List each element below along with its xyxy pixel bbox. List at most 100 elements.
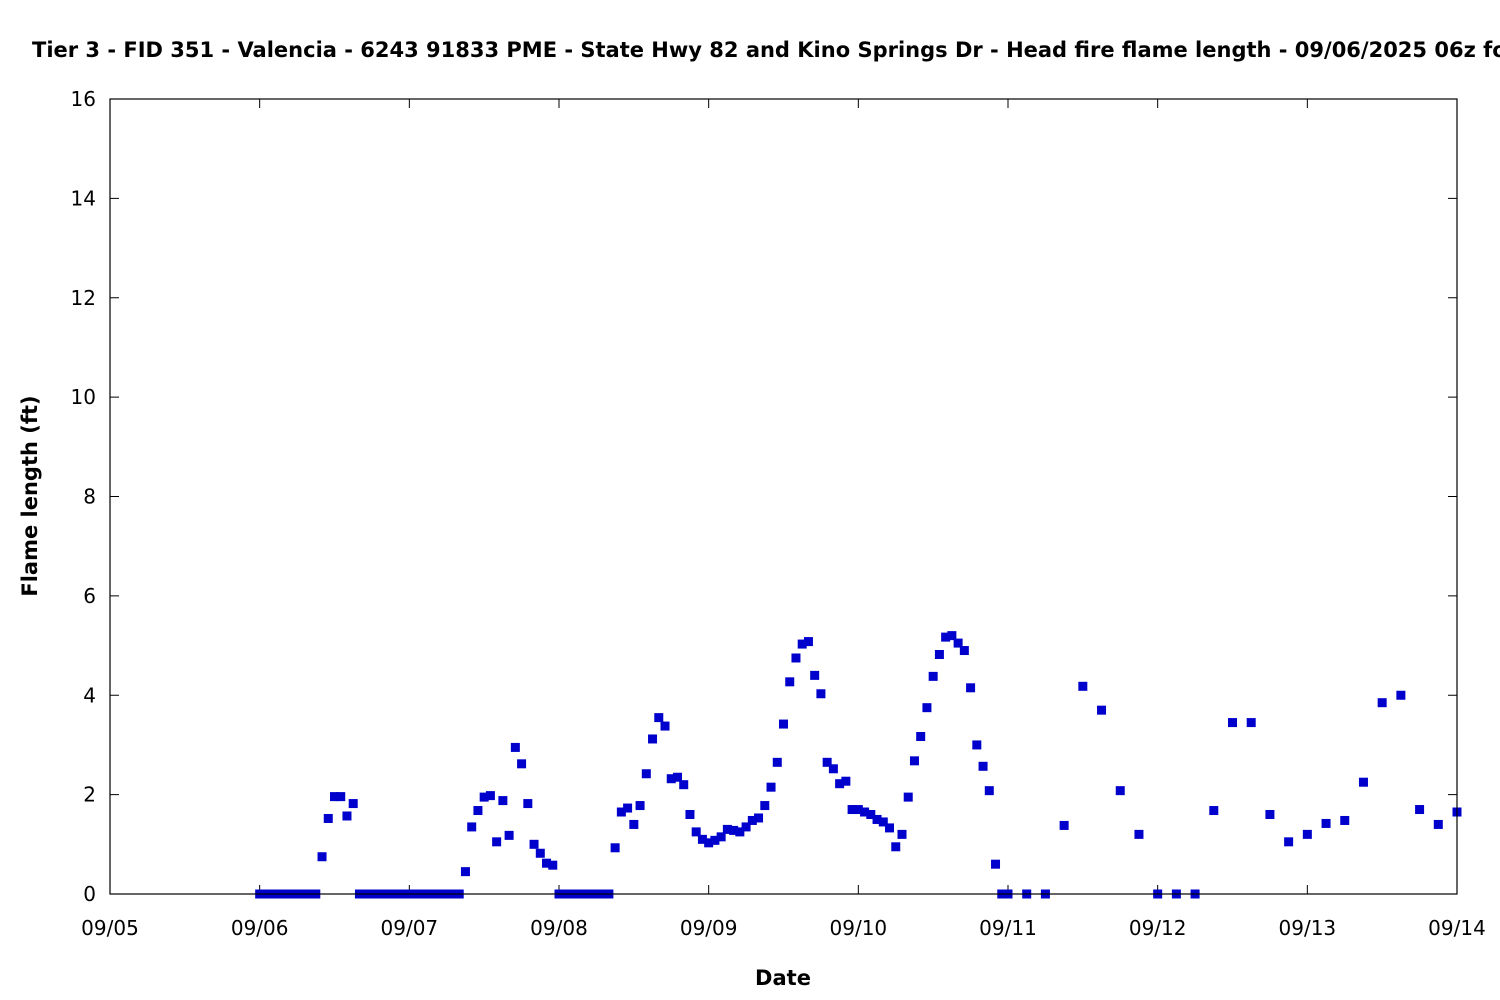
- data-point: [841, 776, 851, 786]
- x-tick-label: 09/14: [1428, 916, 1486, 940]
- data-point: [872, 814, 882, 824]
- y-tick-label: 10: [71, 385, 96, 409]
- data-point: [853, 805, 863, 815]
- y-tick-label: 4: [83, 683, 96, 707]
- data-point: [754, 813, 764, 823]
- data-point: [529, 839, 539, 849]
- y-tick-label: 8: [83, 485, 96, 509]
- tick-labels: 09/05 09/06 09/07 09/08 09/09 09/10 09/11 09/12…: [71, 87, 1486, 940]
- data-point: [766, 782, 776, 792]
- y-tick-label: 0: [83, 882, 96, 906]
- data-point: [922, 703, 932, 713]
- data-point: [1415, 805, 1425, 815]
- x-tick-label: 09/07: [381, 916, 439, 940]
- data-point: [934, 650, 944, 660]
- data-point: [635, 801, 645, 811]
- y-tick-label: 14: [71, 186, 96, 210]
- data-point: [860, 807, 870, 817]
- data-points: [255, 631, 1462, 899]
- data-point: [972, 740, 982, 750]
- data-point: [991, 859, 1001, 869]
- data-point: [835, 779, 845, 789]
- data-point: [1377, 698, 1387, 708]
- data-point: [1284, 837, 1294, 847]
- x-tick-label: 09/08: [530, 916, 588, 940]
- data-point: [729, 825, 739, 835]
- data-point: [772, 757, 782, 767]
- data-point: [535, 848, 545, 858]
- data-point: [542, 858, 552, 868]
- axis-ticks: [109, 98, 1458, 895]
- data-point: [1097, 705, 1107, 715]
- data-point: [473, 806, 483, 816]
- data-point: [317, 852, 327, 862]
- data-point: [660, 721, 670, 731]
- data-point: [760, 801, 770, 811]
- data-point: [1358, 777, 1368, 787]
- data-point: [779, 719, 788, 729]
- y-tick-label: 6: [83, 584, 96, 608]
- data-point: [666, 774, 676, 784]
- data-point: [1396, 690, 1406, 700]
- data-point: [467, 822, 477, 832]
- x-axis-label: Date: [755, 966, 811, 990]
- data-point: [747, 815, 757, 825]
- data-point: [485, 791, 495, 801]
- data-point: [1265, 810, 1275, 819]
- data-point: [803, 637, 813, 647]
- data-point: [810, 670, 820, 680]
- x-tick-label: 09/05: [81, 916, 139, 940]
- x-tick-label: 09/09: [680, 916, 738, 940]
- data-point: [710, 835, 720, 845]
- data-point: [797, 639, 807, 649]
- data-point: [672, 772, 682, 782]
- x-tick-label: 09/10: [830, 916, 888, 940]
- data-point: [909, 756, 919, 766]
- data-point: [691, 827, 701, 837]
- data-point: [629, 819, 639, 829]
- data-point: [679, 780, 689, 790]
- y-tick-label: 2: [83, 783, 96, 807]
- data-point: [623, 803, 633, 813]
- data-point: [1302, 829, 1312, 839]
- data-point: [504, 830, 514, 840]
- data-point: [735, 827, 745, 837]
- x-tick-label: 09/13: [1279, 916, 1337, 940]
- data-point: [822, 757, 832, 767]
- data-point: [517, 759, 527, 769]
- data-point: [959, 646, 969, 656]
- data-point: [1059, 820, 1069, 830]
- data-point: [510, 742, 520, 752]
- data-point: [479, 792, 489, 802]
- data-point: [1228, 718, 1237, 728]
- data-point: [548, 860, 558, 870]
- data-point: [704, 838, 714, 848]
- data-point: [947, 631, 957, 641]
- data-point: [648, 734, 658, 744]
- data-point: [885, 823, 895, 833]
- data-point: [916, 731, 926, 741]
- data-point: [654, 713, 664, 723]
- data-point: [903, 792, 913, 802]
- data-point: [1321, 818, 1331, 828]
- data-point: [1209, 806, 1219, 816]
- data-point: [741, 822, 751, 832]
- data-point: [1078, 681, 1088, 691]
- data-point: [866, 810, 876, 819]
- data-point: [342, 811, 352, 821]
- data-point: [816, 689, 826, 699]
- data-point: [791, 653, 801, 663]
- data-point: [1246, 718, 1256, 728]
- data-point: [828, 764, 838, 774]
- data-point: [891, 842, 901, 852]
- data-point: [716, 832, 726, 842]
- data-point: [697, 834, 707, 844]
- data-point: [1433, 819, 1443, 829]
- y-axis-label: Flame length (ft): [18, 395, 42, 596]
- data-point: [641, 769, 651, 779]
- data-point: [323, 813, 333, 823]
- data-point: [785, 677, 795, 687]
- data-point: [878, 817, 888, 827]
- data-point: [492, 837, 502, 847]
- data-point: [348, 799, 358, 809]
